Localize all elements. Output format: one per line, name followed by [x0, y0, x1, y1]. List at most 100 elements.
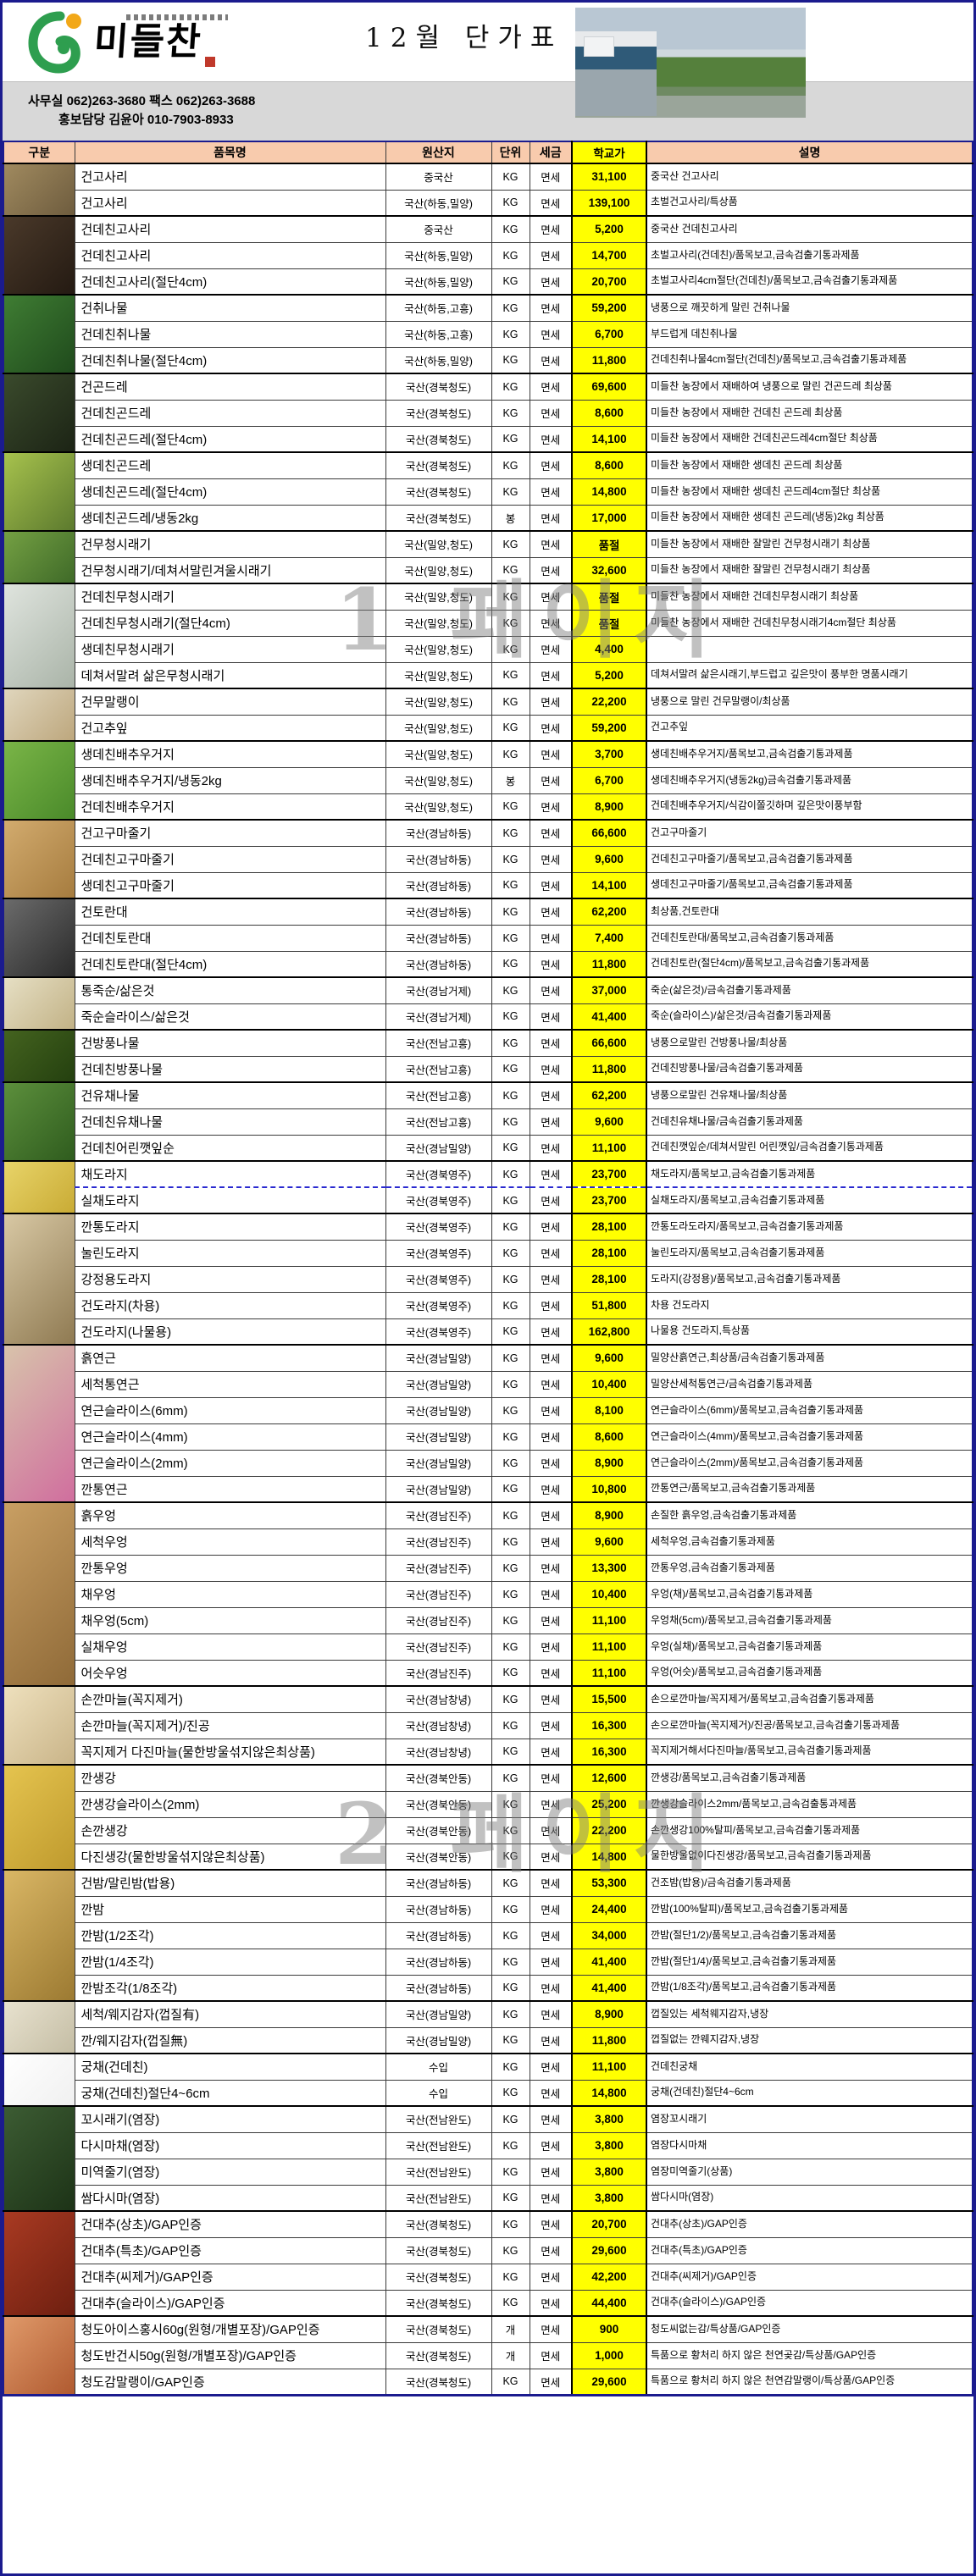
item-origin: 국산(경남하동)	[385, 1921, 492, 1949]
item-name: 건고구마줄기	[74, 819, 386, 847]
item-origin: 국산(밀양,청도)	[385, 714, 492, 742]
item-tax: 면세	[529, 976, 573, 1004]
item-description: 미들찬 농장에서 재배한 건데친 곤드레 최상품	[646, 399, 973, 427]
item-name: 궁채(건데친)절단4~6cm	[74, 2079, 386, 2107]
item-name: 건데친유채나물	[74, 1108, 386, 1136]
item-unit: KG	[491, 268, 530, 296]
item-tax: 면세	[529, 1108, 573, 1136]
item-name: 연근슬라이스(2mm)	[74, 1449, 386, 1477]
item-name: 깐밤조각(1/8조각)	[74, 1974, 386, 2002]
item-description: 물한방울없이다진생강/품목보고,금속검출기통과제품	[646, 1843, 973, 1871]
item-tax: 면세	[529, 2131, 573, 2159]
item-tax: 면세	[529, 793, 573, 821]
item-tax: 면세	[529, 1948, 573, 1976]
table-row: 건방풍나물 국산(전남고흥) KG 면세 66,600 냉풍으로말린 건방풍나물…	[3, 1029, 973, 1083]
item-tax: 면세	[529, 189, 573, 217]
item-tax: 면세	[529, 2368, 573, 2396]
item-description: 우엉(어슷)/품목보고,금속검출기통과제품	[646, 1659, 973, 1687]
item-description: 건데친토란대/품목보고,금속검출기통과제품	[646, 924, 973, 952]
item-school-price: 품절	[571, 609, 647, 637]
item-name: 건데친토란대	[74, 924, 386, 952]
item-school-price: 53,300	[571, 1869, 647, 1897]
table-row: 깐통연근 국산(경남밀양) KG 면세 10,800 깐통연근/품목보고,금속검…	[3, 1475, 973, 1503]
item-description: 눌린도라지/품목보고,금속검출기통과제품	[646, 1239, 973, 1267]
item-unit: KG	[491, 556, 530, 584]
item-origin: 국산(경남밀양)	[385, 1344, 492, 1372]
item-name: 건고추잎	[74, 714, 386, 742]
item-school-price: 66,600	[571, 819, 647, 847]
item-school-price: 8,900	[571, 1501, 647, 1529]
item-description: 밀양산세척통연근/금속검출기통과제품	[646, 1370, 973, 1398]
item-name: 건토란대	[74, 898, 386, 926]
item-school-price: 28,100	[571, 1265, 647, 1293]
item-school-price: 7,400	[571, 924, 647, 952]
item-origin: 국산(경남거제)	[385, 976, 492, 1004]
item-school-price: 66,600	[571, 1029, 647, 1057]
item-description: 미들찬 농장에서 재배한 잘말린 건무청시래기 최상품	[646, 530, 973, 558]
item-name: 건데친취나물	[74, 320, 386, 348]
contact-band: 사무실 062)263-3680 팩스 062)263-3688 홍보담당 김윤…	[3, 81, 973, 141]
item-name: 건대추(상초)/GAP인증	[74, 2210, 386, 2238]
item-description: 건데친배추우거지/식감이쫄깃하며 깊은맛이풍부함	[646, 793, 973, 821]
item-unit: KG	[491, 1370, 530, 1398]
item-unit: KG	[491, 583, 530, 611]
item-origin: 국산(경북청도)	[385, 451, 492, 479]
product-photo	[3, 819, 75, 899]
item-tax: 면세	[529, 2079, 573, 2107]
table-row: 죽순슬라이스/삶은것 국산(경남거제) KG 면세 41,400 죽순(슬라이스…	[3, 1003, 973, 1031]
table-row: 깐/웨지감자(껍질無) 국산(경남밀양) KG 면세 11,800 껍질없는 깐…	[3, 2026, 973, 2054]
table-row: 건데친고사리(절단4cm) 국산(하동,밀양) KG 면세 20,700 초벌고…	[3, 268, 973, 296]
table-row: 건무말랭이 국산(밀양,청도) KG 면세 22,200 냉풍으로 말린 건무말…	[3, 688, 973, 742]
item-description: 깐밤(1/8조각)/품목보고,금속검출기통과제품	[646, 1974, 973, 2002]
table-row: 건데친배추우거지 국산(밀양,청도) KG 면세 8,900 건데친배추우거지/…	[3, 793, 973, 821]
item-name: 건곤드레	[74, 373, 386, 401]
table-row: 건도라지(차용) 국산(경북영주) KG 면세 51,800 차용 건도라지	[3, 1291, 973, 1319]
item-origin: 국산(경남창녕)	[385, 1738, 492, 1766]
item-school-price: 20,700	[571, 268, 647, 296]
table-row: 건토란대 국산(경남하동) KG 면세 62,200 최상품,건토란대	[3, 898, 973, 978]
item-unit: KG	[491, 1921, 530, 1949]
item-school-price: 8,900	[571, 793, 647, 821]
item-description: 미들찬 농장에서 재배한 건데친무청시래기 최상품	[646, 583, 973, 611]
item-name: 건데친취나물(절단4cm)	[74, 346, 386, 374]
item-unit: KG	[491, 976, 530, 1004]
item-origin: 국산(경남하동)	[385, 1895, 492, 1923]
item-unit: KG	[491, 1501, 530, 1529]
item-tax: 면세	[529, 478, 573, 506]
table-row: 건데친곤드레(절단4cm) 국산(경북청도) KG 면세 14,100 미들찬 …	[3, 425, 973, 453]
item-origin: 국산(경남하동)	[385, 924, 492, 952]
item-tax: 면세	[529, 2158, 573, 2186]
item-school-price: 8,600	[571, 451, 647, 479]
item-tax: 면세	[529, 2341, 573, 2369]
item-name: 연근슬라이스(6mm)	[74, 1396, 386, 1424]
item-unit: KG	[491, 2289, 530, 2317]
item-name: 건데친어린깻잎순	[74, 1134, 386, 1162]
item-description: 미들찬 농장에서 재배한 생데친 곤드레(냉동)2kg 최상품	[646, 504, 973, 532]
table-row: 다시마채(염장) 국산(전남완도) KG 면세 3,800 염장다시마채	[3, 2131, 973, 2159]
item-description: 미들찬 농장에서 재배한 잘말린 건무청시래기 최상품	[646, 556, 973, 584]
item-origin: 국산(전남고흥)	[385, 1108, 492, 1136]
item-school-price: 900	[571, 2315, 647, 2343]
item-tax: 면세	[529, 1501, 573, 1529]
item-tax: 면세	[529, 1790, 573, 1818]
item-description: 미들찬 농장에서 재배한 건데친곤드레4cm절단 최상품	[646, 425, 973, 453]
item-school-price: 11,800	[571, 346, 647, 374]
item-description: 특품으로 황처리 하지 않은 천연감말랭이/특상품/GAP인증	[646, 2368, 973, 2396]
table-row: 생데친곤드레/냉동2kg 국산(경북청도) 봉 면세 17,000 미들찬 농장…	[3, 504, 973, 532]
item-description: 깐통도라도라지/품목보고,금속검출기통과제품	[646, 1213, 973, 1241]
table-row: 연근슬라이스(4mm) 국산(경남밀양) KG 면세 8,600 연근슬라이스(…	[3, 1423, 973, 1451]
item-name: 건데친무청시래기	[74, 583, 386, 611]
product-photo	[3, 1213, 75, 1346]
item-origin: 국산(하동,밀양)	[385, 346, 492, 374]
item-unit: 개	[491, 2315, 530, 2343]
item-tax: 면세	[529, 740, 573, 768]
item-unit: KG	[491, 1029, 530, 1057]
item-origin: 국산(경남진주)	[385, 1633, 492, 1661]
item-unit: KG	[491, 688, 530, 716]
item-school-price: 32,600	[571, 556, 647, 584]
item-origin: 국산(밀양,청도)	[385, 530, 492, 558]
item-description: 손질한 흙우엉,금속검출기통과제품	[646, 1501, 973, 1529]
item-description: 초벌고사리4cm절단(건데친)/품목보고,금속검출기통과제품	[646, 268, 973, 296]
item-description: 연근슬라이스(4mm)/품목보고,금속검출기통과제품	[646, 1423, 973, 1451]
item-school-price: 14,800	[571, 1843, 647, 1871]
